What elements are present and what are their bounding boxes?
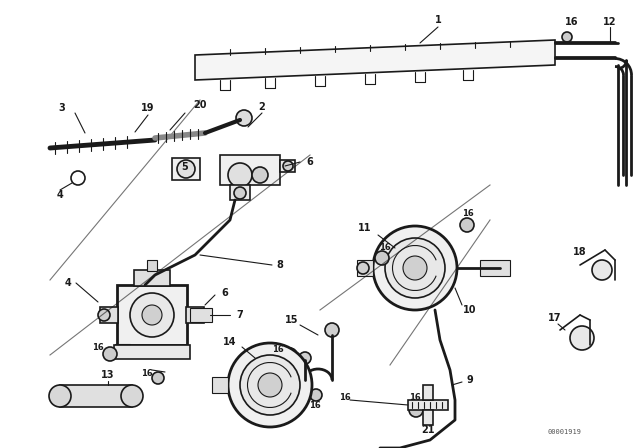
Text: 14: 14 (223, 337, 237, 347)
Text: 11: 11 (358, 223, 372, 233)
Circle shape (562, 32, 572, 42)
Circle shape (325, 323, 339, 337)
Bar (357, 260, 373, 276)
Circle shape (403, 256, 427, 280)
Text: 00001919: 00001919 (548, 429, 582, 435)
Bar (423, 410, 433, 425)
Circle shape (357, 262, 369, 274)
Circle shape (98, 309, 110, 321)
Circle shape (373, 226, 457, 310)
Text: 16: 16 (565, 17, 579, 27)
Bar (100, 307, 118, 323)
Bar (423, 385, 433, 400)
Text: 19: 19 (141, 103, 155, 113)
Circle shape (240, 355, 300, 415)
Circle shape (460, 218, 474, 232)
Text: 6: 6 (307, 157, 314, 167)
Circle shape (375, 251, 389, 265)
Bar (190, 308, 212, 322)
Text: 21: 21 (421, 425, 435, 435)
Bar (220, 155, 280, 185)
Circle shape (234, 187, 246, 199)
Circle shape (49, 385, 71, 407)
Text: 3: 3 (59, 103, 65, 113)
Text: 16: 16 (272, 345, 284, 354)
Circle shape (310, 389, 322, 401)
Text: 17: 17 (548, 313, 562, 323)
Text: 16: 16 (379, 244, 391, 253)
Text: 1: 1 (435, 15, 442, 25)
Circle shape (228, 343, 312, 427)
Circle shape (283, 348, 297, 362)
Circle shape (228, 163, 252, 187)
Text: 16: 16 (92, 344, 104, 353)
Text: 15: 15 (285, 315, 299, 325)
Text: 16: 16 (339, 393, 351, 402)
Text: 6: 6 (221, 288, 228, 298)
Circle shape (592, 260, 612, 280)
Text: 2: 2 (259, 102, 266, 112)
Circle shape (570, 326, 594, 350)
Polygon shape (195, 40, 555, 80)
Bar (134, 270, 170, 286)
Circle shape (152, 372, 164, 384)
Circle shape (142, 305, 162, 325)
Text: 9: 9 (467, 375, 474, 385)
Bar (480, 260, 510, 276)
Circle shape (299, 352, 311, 364)
Text: 8: 8 (276, 260, 284, 270)
Text: 7: 7 (237, 310, 243, 320)
Text: 12: 12 (604, 17, 617, 27)
Circle shape (130, 293, 174, 337)
Text: 4: 4 (65, 278, 72, 288)
Circle shape (236, 110, 252, 126)
Text: 10: 10 (463, 305, 477, 315)
Bar (408, 400, 448, 410)
Text: 16: 16 (141, 369, 153, 378)
Bar (280, 160, 295, 172)
Circle shape (283, 161, 293, 171)
Circle shape (194, 309, 206, 321)
Bar (172, 158, 200, 180)
Circle shape (409, 403, 423, 417)
Bar (212, 377, 228, 393)
Text: 5: 5 (182, 162, 188, 172)
Bar (186, 307, 204, 323)
Text: 20: 20 (193, 100, 207, 110)
Bar (60, 385, 132, 407)
Circle shape (385, 238, 445, 298)
Text: 18: 18 (573, 247, 587, 257)
Bar (230, 185, 250, 200)
Circle shape (252, 167, 268, 183)
Bar (147, 260, 157, 271)
Bar (114, 345, 190, 359)
Text: 13: 13 (101, 370, 115, 380)
Text: 16: 16 (309, 401, 321, 409)
Circle shape (103, 347, 117, 361)
Text: 16: 16 (462, 208, 474, 217)
Circle shape (258, 373, 282, 397)
Circle shape (121, 385, 143, 407)
Bar (117, 285, 187, 345)
Text: 4: 4 (56, 190, 63, 200)
Circle shape (177, 160, 195, 178)
Text: 16: 16 (409, 393, 421, 402)
